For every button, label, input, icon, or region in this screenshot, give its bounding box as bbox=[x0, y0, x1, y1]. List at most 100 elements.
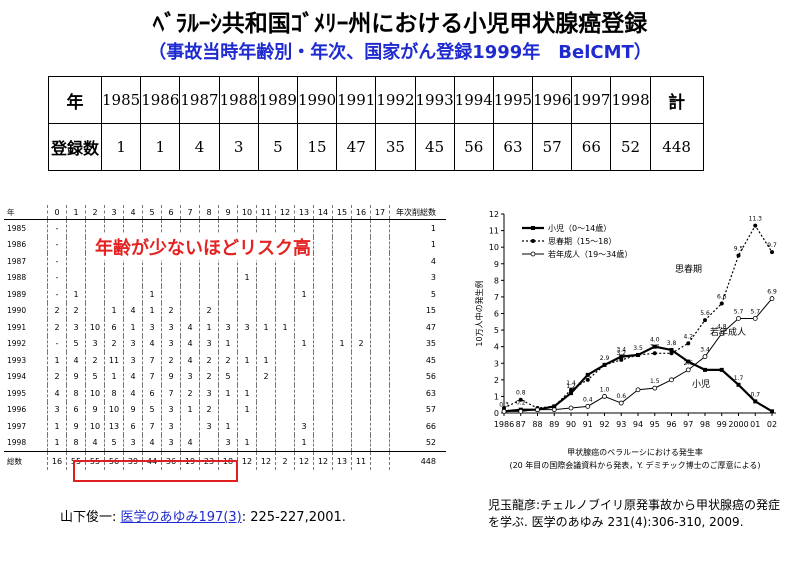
registry-cell: 5 bbox=[104, 434, 124, 452]
registry-cell: 1 bbox=[332, 335, 352, 352]
registry-cell: 5 bbox=[142, 401, 162, 418]
series-point-1 bbox=[770, 250, 774, 255]
registry-cell bbox=[123, 286, 143, 303]
registry-age-header: 5 bbox=[142, 205, 162, 220]
registry-cell: - bbox=[47, 253, 67, 270]
data-label: 1.2 bbox=[566, 383, 576, 390]
registry-cell: 2 bbox=[47, 368, 67, 385]
summary-count-cell: 66 bbox=[571, 123, 612, 171]
series-point-1 bbox=[569, 387, 573, 392]
registry-cell: 4 bbox=[142, 434, 162, 452]
page-subtitle: （事故当時年齢別・年次、国家がん登録1999年 BelCMT） bbox=[148, 42, 652, 63]
registry-row-total: 3 bbox=[389, 269, 446, 286]
registry-cell bbox=[313, 352, 333, 369]
data-label: 6.9 bbox=[767, 289, 777, 296]
series-point-2 bbox=[518, 408, 524, 414]
summary-count-cell: 5 bbox=[257, 123, 298, 171]
x-tick-label: 1986 bbox=[494, 420, 514, 429]
registry-age-header: 4 bbox=[123, 205, 143, 220]
registry-row: 1998 1 8 4 5 3 4 3 4 3 1 1 52 bbox=[4, 434, 446, 452]
registry-cell bbox=[237, 418, 257, 435]
registry-row: 1997 1 9 10 13 6 7 3 3 1 3 66 bbox=[4, 418, 446, 435]
registry-year: 1988 bbox=[7, 273, 27, 283]
registry-cell: 1 bbox=[218, 385, 238, 402]
data-label: 9.7 bbox=[767, 242, 777, 249]
registry-cell bbox=[332, 269, 352, 286]
summary-count-cell: 52 bbox=[610, 123, 651, 171]
registry-row-total: 35 bbox=[389, 335, 446, 352]
registry-sum-cell: 16 bbox=[47, 451, 67, 470]
summary-year-cell: 1990 bbox=[296, 76, 338, 124]
registry-cell bbox=[256, 385, 276, 402]
x-tick-label: 2000 bbox=[728, 420, 748, 429]
x-tick-label: 01 bbox=[750, 420, 760, 429]
summary-count-cell: 1 bbox=[140, 123, 181, 171]
registry-cell: 4 bbox=[180, 434, 200, 452]
registry-sum-cell: 12 bbox=[256, 451, 276, 470]
registry-cell: 1 bbox=[218, 335, 238, 352]
registry-cell: 1 bbox=[294, 335, 314, 352]
summary-year-cell: 1992 bbox=[375, 76, 416, 124]
summary-count-cell: 35 bbox=[375, 123, 416, 171]
legend-label: 若年成人（19〜34歳） bbox=[548, 249, 632, 259]
registry-cell bbox=[199, 219, 219, 237]
registry-cell bbox=[180, 219, 200, 237]
series-point-1 bbox=[602, 362, 607, 367]
registry-cell bbox=[351, 302, 371, 319]
registry-cell bbox=[294, 368, 314, 385]
x-tick-label: 88 bbox=[532, 420, 542, 429]
series-point-1 bbox=[518, 397, 523, 402]
summary-count-cell: 63 bbox=[492, 123, 534, 171]
registry-cell bbox=[332, 286, 352, 303]
registry-age-header: 7 bbox=[180, 205, 200, 220]
registry-total-header: 年次削総数 bbox=[389, 205, 446, 220]
series-point-2 bbox=[535, 407, 540, 413]
data-label: 3.8 bbox=[667, 340, 677, 347]
registry-cell: 9 bbox=[123, 401, 143, 418]
x-tick-label: 95 bbox=[650, 420, 660, 429]
registry-cell: 1 bbox=[47, 418, 67, 435]
registry-cell bbox=[313, 236, 333, 253]
registry-cell: 3 bbox=[123, 352, 143, 369]
registry-row: 1985 - 1 bbox=[4, 219, 446, 237]
legend-label: 思春期（15〜18） bbox=[548, 236, 616, 246]
registry-cell bbox=[85, 302, 105, 319]
data-label: 9.5 bbox=[734, 245, 744, 252]
series-point-0 bbox=[753, 399, 758, 404]
registry-cell: 2 bbox=[85, 352, 105, 369]
data-label: 3.4 bbox=[700, 347, 710, 354]
data-label: 3.2 bbox=[616, 350, 626, 357]
registry-cell: - bbox=[47, 219, 67, 237]
series-point-2 bbox=[719, 330, 725, 336]
chart-annotation: 若年成人 bbox=[710, 326, 746, 338]
registry-age-header: 8 bbox=[199, 205, 219, 220]
series-point-2 bbox=[585, 403, 591, 409]
y-tick-label: 9 bbox=[494, 260, 499, 269]
registry-cell bbox=[370, 385, 390, 402]
series-point-2 bbox=[635, 387, 641, 393]
y-tick-label: 2 bbox=[494, 376, 499, 385]
registry-cell bbox=[294, 219, 314, 237]
registry-cell: 5 bbox=[85, 368, 105, 385]
registry-cell bbox=[85, 286, 105, 303]
registry-age-header: 11 bbox=[256, 205, 276, 220]
registry-cell: 6 bbox=[66, 401, 86, 418]
registry-cell bbox=[66, 219, 86, 237]
registry-row: 1996 3 6 9 10 9 5 3 1 2 1 57 bbox=[4, 401, 446, 418]
registry-cell: 4 bbox=[123, 302, 143, 319]
registry-grand-total: 448 bbox=[389, 451, 446, 470]
ref2-line2: を学ぶ. 医学のあゆみ 231(4):306-310, 2009. bbox=[488, 515, 744, 529]
ref1-link[interactable]: 医学のあゆみ197(3) bbox=[120, 510, 242, 525]
registry-row: 1992-5 3 2 3 4 3 4 3 1 1 1 2 35 bbox=[4, 335, 446, 352]
registry-cell: 1 bbox=[47, 434, 67, 452]
registry-cell bbox=[218, 269, 238, 286]
series-point-0 bbox=[569, 391, 573, 396]
registry-cell bbox=[275, 352, 295, 369]
registry-cell: 2 bbox=[256, 368, 276, 385]
x-tick-label: 92 bbox=[599, 420, 609, 429]
y-tick-label: 12 bbox=[489, 210, 499, 219]
registry-cell bbox=[275, 401, 295, 418]
chart-annotation: 思春期 bbox=[675, 263, 702, 275]
registry-cell bbox=[370, 319, 390, 336]
registry-cell bbox=[313, 286, 333, 303]
